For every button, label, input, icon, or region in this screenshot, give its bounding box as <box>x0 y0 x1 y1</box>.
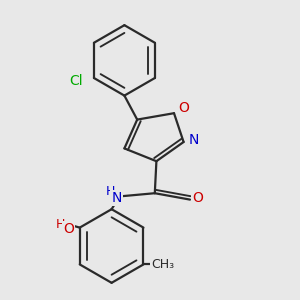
Text: N: N <box>189 134 199 147</box>
Text: N: N <box>111 191 122 205</box>
Text: O: O <box>63 222 74 236</box>
Text: O: O <box>178 101 189 116</box>
Text: H: H <box>56 218 65 231</box>
Text: Cl: Cl <box>70 74 83 88</box>
Text: H: H <box>105 185 115 198</box>
Text: O: O <box>193 191 203 205</box>
Text: CH₃: CH₃ <box>151 258 174 271</box>
